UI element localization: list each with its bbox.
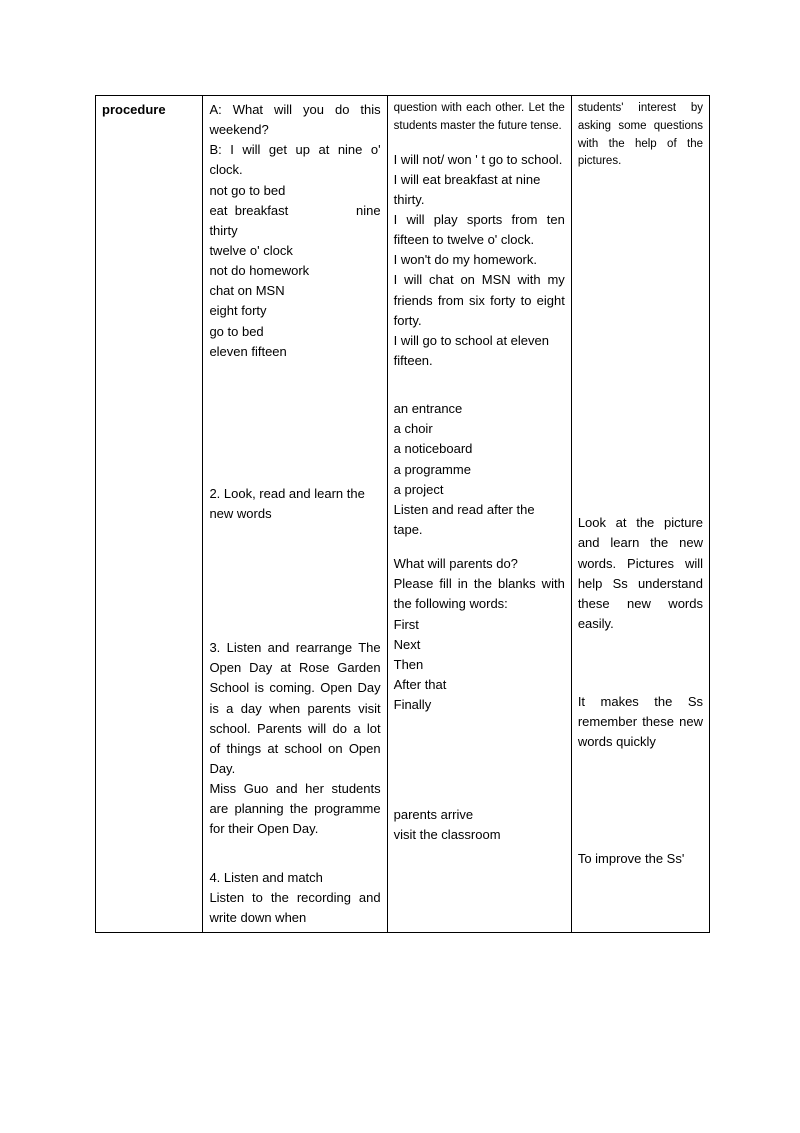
c3-b3-l4: Finally	[394, 695, 565, 715]
cell-col2: A: What will you do this weekend? B: I w…	[203, 96, 387, 933]
c2-b1-l2: not go to bed	[209, 181, 380, 201]
c3-b1-top: question with each other. Let the studen…	[394, 100, 565, 136]
c3-block2: an entrance a choir a noticeboard a prog…	[394, 399, 565, 540]
c3-b4-l1: visit the classroom	[394, 825, 565, 845]
c2-b1-l1: B: I will get up at nine o' clock.	[209, 140, 380, 180]
c3-b2-l5: Listen and read after the tape.	[394, 500, 565, 540]
c2-b1-l10: eleven fifteen	[209, 342, 380, 362]
cell-col3: question with each other. Let the studen…	[387, 96, 571, 933]
c2-block1: A: What will you do this weekend? B: I w…	[209, 100, 380, 362]
c3-b2-l1: a choir	[394, 419, 565, 439]
c2-block4b: Listen to the recording and write down w…	[209, 888, 380, 928]
c3-block1: I will not/ won ' t go to school. I will…	[394, 150, 565, 372]
c3-b1-l2: I will play sports from ten fifteen to t…	[394, 210, 565, 250]
c3-b3-l3: After that	[394, 675, 565, 695]
c2-b1-l7: chat on MSN	[209, 281, 380, 301]
procedure-heading: procedure	[102, 102, 166, 117]
c3-b2-l4: a project	[394, 480, 565, 500]
c4-b1: students' interest by asking some questi…	[578, 100, 703, 171]
c4-b3: It makes the Ss remember these new words…	[578, 692, 703, 752]
c3-b3-l0: First	[394, 615, 565, 635]
c3-b2-l0: an entrance	[394, 399, 565, 419]
c3-b1-l0: I will not/ won ' t go to school.	[394, 150, 565, 170]
c4-b2: Look at the picture and learn the new wo…	[578, 513, 703, 634]
c3-b1-l4: I will chat on MSN with my friends from …	[394, 270, 565, 330]
c2-block4a: 4. Listen and match	[209, 868, 380, 888]
c2-block2: 2. Look, read and learn the new words	[209, 484, 380, 524]
cell-col4: students' interest by asking some questi…	[571, 96, 709, 933]
c2-b1-l5: twelve o' clock	[209, 241, 380, 261]
c3-b3b: Please fill in the blanks with the follo…	[394, 574, 565, 614]
c2-block3: 3. Listen and rearrange The Open Day at …	[209, 638, 380, 779]
c3-b4-l0: parents arrive	[394, 805, 565, 825]
c4-b4: To improve the Ss'	[578, 849, 703, 869]
cell-procedure: procedure	[96, 96, 203, 933]
c2-b1-l3: eat breakfastnine	[209, 201, 380, 221]
c2-block3b: Miss Guo and her students are planning t…	[209, 779, 380, 839]
c3-b1-l5: I will go to school at eleven fifteen.	[394, 331, 565, 371]
c3-b2-l3: a programme	[394, 460, 565, 480]
c3-b3-l1: Next	[394, 635, 565, 655]
c2-b1-l8: eight forty	[209, 301, 380, 321]
c3-b1-l1: I will eat breakfast at nine thirty.	[394, 170, 565, 210]
table-row: procedure A: What will you do this weeke…	[96, 96, 710, 933]
c3-b3-l2: Then	[394, 655, 565, 675]
c2-b1-l6: not do homework	[209, 261, 380, 281]
c2-b1-l0: A: What will you do this weekend?	[209, 100, 380, 140]
page: procedure A: What will you do this weeke…	[0, 0, 800, 1133]
c3-b2-l2: a noticeboard	[394, 439, 565, 459]
lesson-table: procedure A: What will you do this weeke…	[95, 95, 710, 933]
c3-b3a: What will parents do?	[394, 554, 565, 574]
c2-b1-l9: go to bed	[209, 322, 380, 342]
c3-b1-l3: I won't do my homework.	[394, 250, 565, 270]
